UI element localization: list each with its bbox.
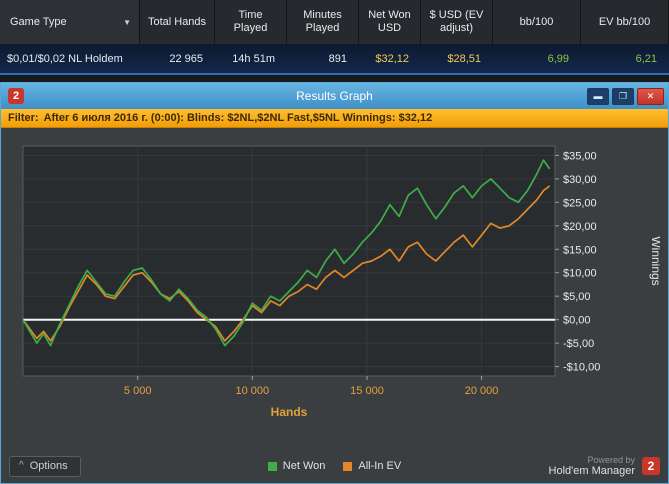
options-button[interactable]: ^ Options bbox=[9, 455, 81, 477]
powered-by-text: Powered by Hold'em Manager bbox=[549, 455, 635, 477]
stat-time-played: 14h 51m bbox=[232, 52, 275, 65]
stat-usd-ev-adjust: $28,51 bbox=[447, 52, 481, 65]
stat-total-hands: 22 965 bbox=[169, 52, 203, 65]
filter-bar[interactable]: Filter: After 6 июля 2016 г. (0:00): Bli… bbox=[1, 109, 668, 128]
bottom-strip: ^ Options Net Won All-In EV Powered bbox=[9, 451, 660, 481]
minimize-icon: ▬ bbox=[593, 91, 603, 101]
stat-ev-bb100: 6,21 bbox=[635, 52, 657, 65]
window-title: Results Graph bbox=[296, 89, 373, 103]
stats-row[interactable]: $0,01/$0,02 NL Holdem 22 965 14h 51m 891… bbox=[0, 44, 669, 75]
window-body: $35,00 $30,00 $25,00 $20,00 $15,00 $10,00 $5,0… bbox=[1, 128, 668, 483]
column-header-ev-bb100[interactable]: EV bb/100 bbox=[581, 0, 669, 44]
svg-text:20 000: 20 000 bbox=[465, 385, 499, 397]
column-header-net-won-usd[interactable]: Net Won USD bbox=[359, 0, 421, 44]
column-header-total-hands[interactable]: Total Hands bbox=[140, 0, 215, 44]
column-header-time-played[interactable]: Time Played bbox=[215, 0, 287, 44]
svg-text:$35,00: $35,00 bbox=[563, 150, 597, 162]
results-graph-window: 2 Results Graph ▬ ❐ ✕ Filter: After 6 ию… bbox=[0, 82, 669, 484]
legend-label-all-in-ev: All-In EV bbox=[358, 460, 402, 472]
svg-text:$30,00: $30,00 bbox=[563, 174, 597, 186]
legend-label-net-won: Net Won bbox=[282, 460, 326, 472]
brand-name: Hold'em Manager bbox=[548, 465, 635, 477]
svg-text:$10,00: $10,00 bbox=[563, 268, 597, 280]
stats-header-row: Game Type ▼ Total Hands Time Played Minu… bbox=[0, 0, 669, 44]
svg-text:$0,00: $0,00 bbox=[563, 315, 591, 327]
svg-text:-$5,00: -$5,00 bbox=[563, 338, 594, 350]
svg-text:Winnings: Winnings bbox=[649, 236, 660, 285]
filter-label: Filter: bbox=[8, 112, 39, 124]
powered-by-line: Powered by bbox=[587, 455, 635, 465]
hm2-logo-icon: 2 bbox=[8, 88, 24, 104]
column-header-game-type[interactable]: Game Type ▼ bbox=[0, 0, 140, 44]
stat-net-won-usd: $32,12 bbox=[375, 52, 409, 65]
column-header-minutes-played[interactable]: Minutes Played bbox=[287, 0, 359, 44]
window-controls: ▬ ❐ ✕ bbox=[587, 87, 664, 105]
stats-table: Game Type ▼ Total Hands Time Played Minu… bbox=[0, 0, 669, 75]
close-icon: ✕ bbox=[646, 90, 655, 101]
svg-text:-$10,00: -$10,00 bbox=[563, 362, 600, 374]
options-label: Options bbox=[29, 459, 68, 472]
svg-text:$25,00: $25,00 bbox=[563, 197, 597, 209]
column-header-bb100[interactable]: bb/100 bbox=[493, 0, 581, 44]
svg-text:15 000: 15 000 bbox=[350, 385, 384, 397]
hm2-logo-small-icon: 2 bbox=[642, 457, 660, 475]
chevron-up-icon: ^ bbox=[19, 460, 24, 471]
maximize-button[interactable]: ❐ bbox=[612, 87, 634, 105]
column-header-usd-ev-adjust[interactable]: $ USD (EV adjust) bbox=[421, 0, 493, 44]
svg-text:$5,00: $5,00 bbox=[563, 291, 591, 303]
svg-text:5 000: 5 000 bbox=[124, 385, 152, 397]
all-in-ev-swatch-icon bbox=[343, 461, 353, 471]
results-graph-chart: $35,00 $30,00 $25,00 $20,00 $15,00 $10,00 $5,0… bbox=[22, 145, 660, 419]
filter-text: After 6 июля 2016 г. (0:00): Blinds: $2N… bbox=[43, 112, 433, 124]
legend-item-net-won[interactable]: Net Won bbox=[267, 460, 326, 472]
stat-game-type: $0,01/$0,02 NL Holdem bbox=[7, 52, 123, 65]
stat-minutes-played: 891 bbox=[328, 52, 347, 65]
powered-by: Powered by Hold'em Manager 2 bbox=[549, 455, 660, 477]
legend-item-all-in-ev[interactable]: All-In EV bbox=[343, 460, 401, 472]
svg-text:10 000: 10 000 bbox=[235, 385, 269, 397]
net-won-swatch-icon bbox=[267, 461, 277, 471]
stat-bb100: 6,99 bbox=[547, 52, 569, 65]
chevron-down-icon: ▼ bbox=[123, 17, 131, 27]
titlebar[interactable]: 2 Results Graph ▬ ❐ ✕ bbox=[1, 83, 668, 109]
game-type-label: Game Type bbox=[10, 15, 67, 28]
chart-legend: Net Won All-In EV bbox=[9, 460, 660, 472]
maximize-icon: ❐ bbox=[618, 90, 628, 101]
minimize-button[interactable]: ▬ bbox=[587, 87, 609, 105]
svg-text:$20,00: $20,00 bbox=[563, 221, 597, 233]
chart-box: $35,00 $30,00 $25,00 $20,00 $15,00 $10,00 $5,0… bbox=[9, 136, 660, 451]
svg-text:Hands: Hands bbox=[271, 405, 308, 419]
svg-text:$15,00: $15,00 bbox=[563, 244, 597, 256]
close-button[interactable]: ✕ bbox=[637, 87, 664, 105]
